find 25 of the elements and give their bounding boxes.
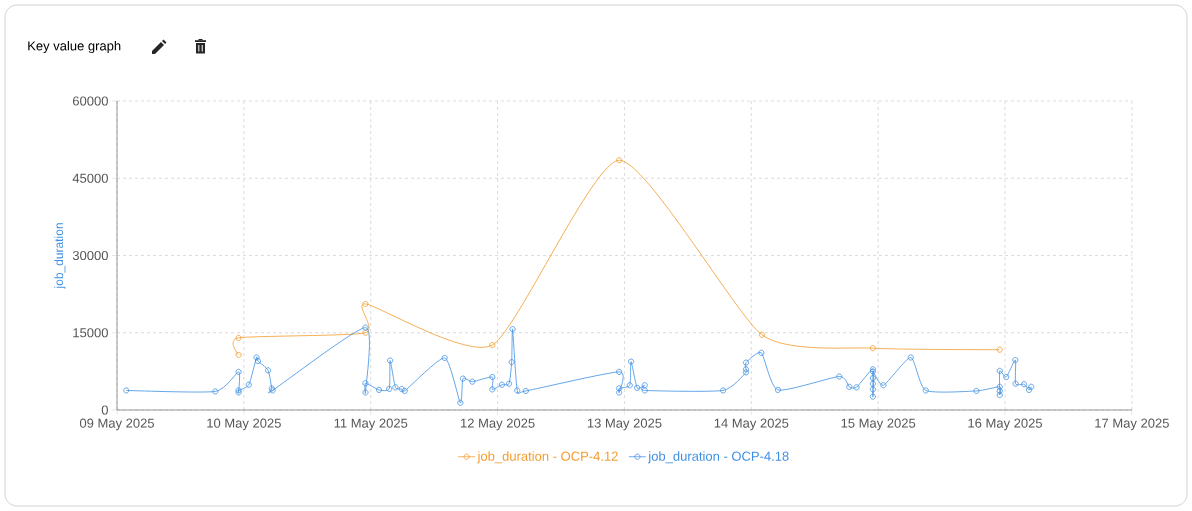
y-tick-label: 0	[101, 405, 108, 415]
x-tick-label: 12 May 2025	[461, 418, 535, 431]
y-tick-label: 60000	[72, 96, 108, 106]
y-tick-label: 15000	[73, 328, 108, 338]
x-tick-label: 10 May 2025	[207, 418, 281, 431]
x-tick-label: 09 May 2025	[79, 418, 155, 431]
x-tick-label: 17 May 2025	[1095, 418, 1169, 431]
x-tick-label: 14 May 2025	[714, 418, 789, 431]
x-tick-label: 13 May 2025	[587, 418, 662, 431]
x-tick-label: 16 May 2025	[968, 418, 1043, 431]
x-tick-label: 11 May 2025	[334, 418, 408, 431]
point	[489, 342, 496, 349]
point	[869, 345, 876, 352]
x-tick-label: 15 May 2025	[841, 418, 916, 431]
point	[362, 329, 369, 336]
y-axis-title: job_duration	[54, 223, 66, 289]
point	[362, 300, 369, 307]
legend-label: job_duration - OCP-4.18	[648, 451, 789, 464]
point	[758, 331, 765, 338]
y-tick-label: 45000	[72, 173, 108, 183]
chart-title: Key value graph	[28, 40, 121, 54]
point	[616, 157, 623, 164]
y-tick-label: 30000	[72, 250, 108, 261]
legend-label: job_duration - OCP-4.12	[477, 451, 618, 464]
point	[235, 334, 242, 341]
